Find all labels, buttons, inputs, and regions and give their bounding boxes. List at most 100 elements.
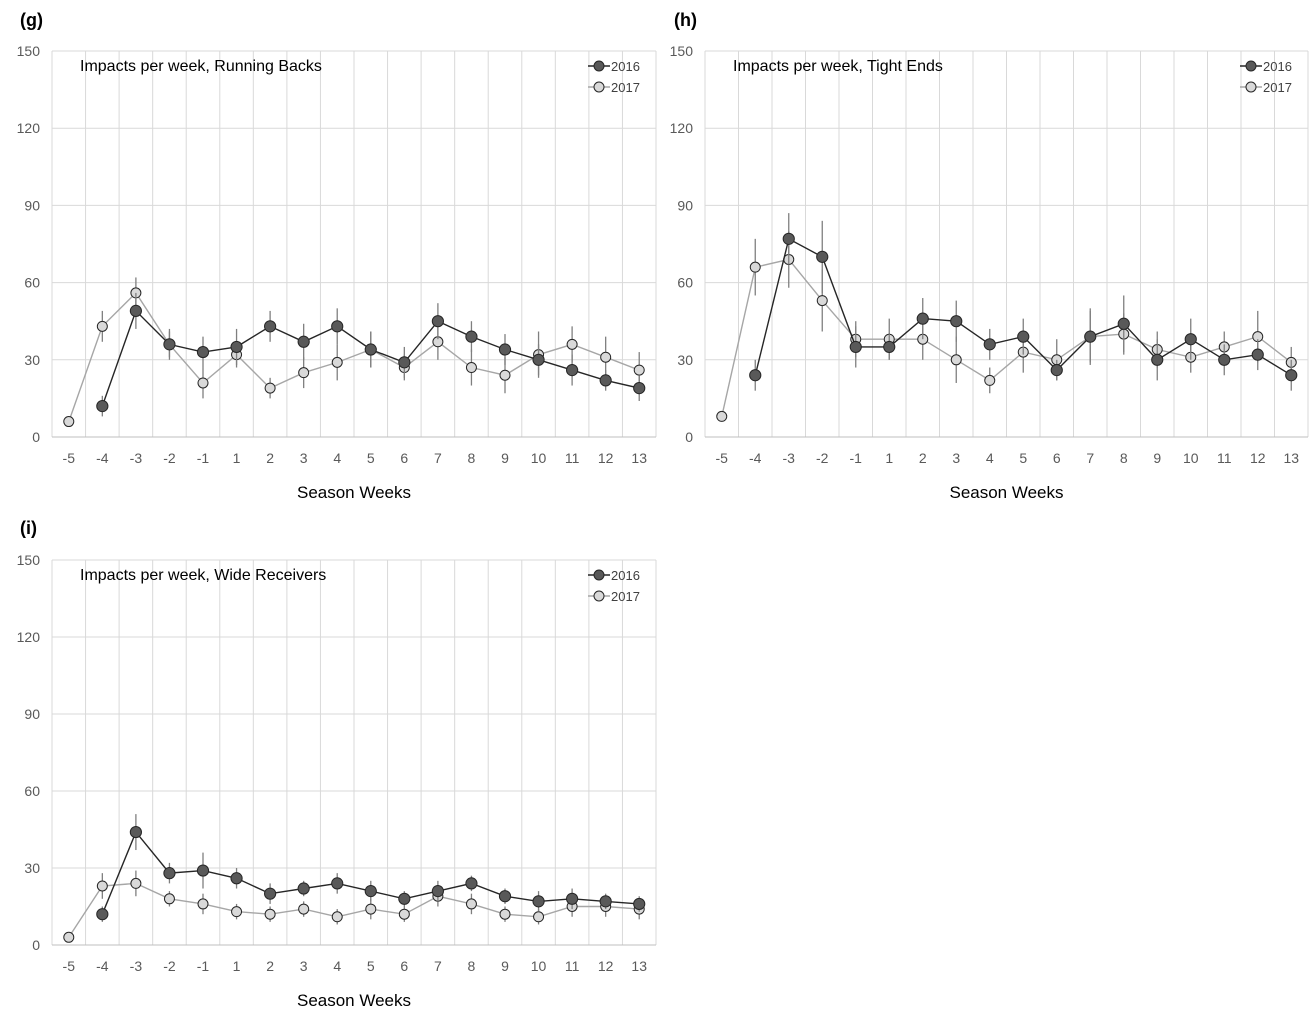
- y-tick-label: 90: [677, 197, 693, 213]
- y-tick-label: 150: [17, 552, 41, 568]
- y-tick-label: 120: [17, 120, 41, 136]
- data-point-2016: [883, 340, 896, 354]
- chart-panel-i: (i) 0 30 60 90 120 150 -5 -4 -3 -2 -1 1 2 3 4 5 6 7 8 9 10 11 1…: [0, 508, 662, 1011]
- data-point-2016: [532, 353, 545, 366]
- x-tick-label: 7: [434, 450, 442, 466]
- x-tick-label: 2: [266, 450, 274, 466]
- x-tick-label: 6: [400, 958, 408, 974]
- legend-label-2016: 2016: [1263, 59, 1292, 74]
- x-tick-label: 10: [531, 450, 547, 466]
- x-tick-label: -5: [63, 958, 76, 974]
- x-tick-label: 12: [1250, 450, 1266, 466]
- data-point-2017: [130, 877, 142, 889]
- x-tick-label: 7: [1086, 450, 1094, 466]
- x-tick-label: 7: [434, 958, 442, 974]
- data-point-2017: [63, 416, 75, 428]
- legend-label-2017: 2017: [611, 80, 640, 95]
- data-point-2017: [63, 931, 75, 943]
- data-point-2016: [465, 877, 478, 890]
- data-point-2017: [264, 908, 276, 920]
- x-tick-label: -5: [716, 450, 729, 466]
- data-point-2016: [916, 312, 929, 325]
- data-point-2017: [231, 906, 243, 918]
- x-tick-label: 10: [1183, 450, 1199, 466]
- data-point-2017: [499, 369, 511, 381]
- legend-label-2016: 2016: [611, 59, 640, 74]
- data-point-2016: [297, 335, 310, 348]
- x-tick-label: 4: [333, 958, 341, 974]
- data-point-2016: [1017, 330, 1030, 343]
- data-point-2016: [163, 338, 176, 351]
- x-tick-label: 4: [986, 450, 994, 466]
- data-point-2017: [365, 903, 377, 915]
- x-tick-label: 1: [233, 450, 241, 466]
- data-point-2017: [331, 911, 343, 923]
- data-point-2017: [600, 351, 612, 363]
- data-point-2016: [1117, 317, 1130, 330]
- data-point-2016: [465, 330, 478, 343]
- data-point-2017: [533, 911, 545, 923]
- data-point-2016: [1151, 353, 1164, 366]
- chart-panel-g: (g) 0 30 60 90 120 150 -5 -4 -3 -2 -1 1 2 3 4 5 6 7 8 9 10 11 1…: [0, 0, 662, 508]
- chart-panel-h: (h) 0 30 60 90 120 150 -5 -4 -3 -2 -1 1 2 3 4 5 6 7 8 9 10 11 1…: [654, 0, 1312, 508]
- data-point-2017: [197, 898, 209, 910]
- data-point-2017: [749, 261, 761, 273]
- y-tick-label: 0: [685, 429, 693, 445]
- legend-marker-2016: [1245, 60, 1257, 72]
- series-2017-line: [68, 882, 640, 938]
- x-tick-label: 11: [1217, 450, 1232, 466]
- data-point-2016: [431, 315, 444, 328]
- x-tick-label: 10: [531, 958, 547, 974]
- x-tick-label: 6: [1053, 450, 1061, 466]
- y-tick-label: 60: [24, 275, 40, 291]
- legend-marker-2017: [1245, 81, 1257, 93]
- data-point-2016: [749, 369, 762, 382]
- data-point-2016: [96, 400, 109, 413]
- y-tick-label: 150: [670, 43, 694, 59]
- x-tick-label: -2: [163, 958, 176, 974]
- y-tick-label: 30: [24, 860, 40, 876]
- y-tick-label: 150: [17, 43, 41, 59]
- data-point-2016: [1285, 369, 1298, 382]
- x-tick-label: -3: [130, 450, 143, 466]
- legend-label-2016: 2016: [611, 568, 640, 583]
- x-tick-label: -4: [96, 450, 109, 466]
- chart-title: Impacts per week, Wide Receivers: [80, 567, 326, 584]
- data-point-2016: [129, 304, 142, 318]
- legend-marker-2016: [593, 60, 605, 72]
- data-point-2016: [633, 897, 646, 911]
- data-point-2016: [96, 908, 109, 921]
- y-tick-label: 0: [32, 937, 40, 953]
- x-tick-label: 9: [501, 958, 509, 974]
- y-tick-label: 60: [24, 783, 40, 799]
- x-tick-label: -4: [749, 450, 762, 466]
- data-point-2016: [633, 382, 646, 395]
- data-point-2017: [96, 880, 108, 892]
- data-point-2017: [197, 377, 209, 389]
- data-point-2017: [716, 410, 728, 422]
- data-point-2016: [264, 887, 277, 900]
- x-tick-label: 2: [266, 958, 274, 974]
- x-tick-label: 3: [300, 958, 308, 974]
- data-point-2016: [782, 232, 795, 245]
- data-point-2016: [163, 867, 176, 880]
- x-tick-label: 2: [919, 450, 927, 466]
- legend-label-2017: 2017: [1263, 80, 1292, 95]
- data-point-2016: [264, 320, 277, 333]
- data-point-2017: [96, 320, 108, 332]
- y-tick-label: 0: [32, 429, 40, 445]
- y-tick-label: 90: [24, 197, 40, 213]
- legend-label-2017: 2017: [611, 589, 640, 604]
- chart-title: Impacts per week, Tight Ends: [733, 58, 943, 75]
- x-tick-label: -3: [130, 958, 143, 974]
- series-2017-line: [721, 258, 1292, 417]
- x-tick-label: -1: [850, 450, 863, 466]
- data-point-2016: [1218, 353, 1231, 366]
- data-point-2016: [398, 892, 411, 905]
- x-tick-label: 12: [598, 450, 614, 466]
- data-point-2016: [297, 882, 310, 895]
- chart-title: Impacts per week, Running Backs: [80, 58, 322, 75]
